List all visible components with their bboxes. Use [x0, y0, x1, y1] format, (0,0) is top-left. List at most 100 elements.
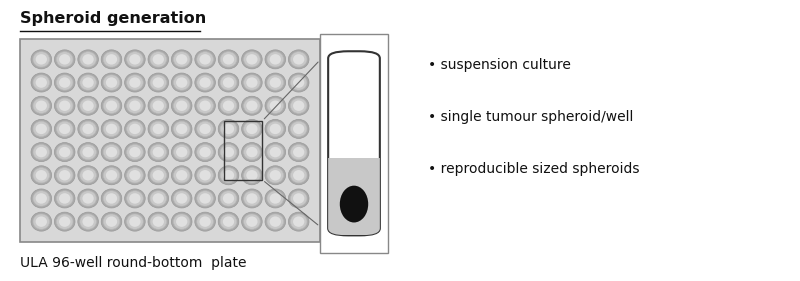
Ellipse shape — [130, 77, 141, 88]
Ellipse shape — [150, 121, 166, 137]
Ellipse shape — [293, 170, 304, 180]
Ellipse shape — [242, 96, 262, 115]
Ellipse shape — [57, 144, 73, 160]
Ellipse shape — [270, 77, 281, 88]
Ellipse shape — [148, 189, 169, 208]
Ellipse shape — [33, 52, 50, 67]
Ellipse shape — [130, 193, 141, 204]
Ellipse shape — [242, 189, 262, 208]
Ellipse shape — [218, 73, 238, 92]
Ellipse shape — [36, 193, 47, 204]
Ellipse shape — [102, 142, 122, 162]
Ellipse shape — [78, 119, 98, 139]
Ellipse shape — [293, 77, 304, 88]
Ellipse shape — [33, 214, 50, 229]
Ellipse shape — [82, 193, 94, 204]
Ellipse shape — [244, 191, 260, 206]
Ellipse shape — [33, 98, 50, 113]
Ellipse shape — [199, 193, 210, 204]
Text: • reproducible sized spheroids: • reproducible sized spheroids — [428, 162, 639, 176]
Ellipse shape — [176, 216, 187, 227]
Ellipse shape — [54, 96, 75, 115]
Ellipse shape — [218, 96, 238, 115]
Ellipse shape — [270, 170, 281, 180]
Ellipse shape — [290, 75, 307, 90]
Ellipse shape — [31, 96, 51, 115]
Ellipse shape — [267, 214, 283, 229]
Ellipse shape — [220, 75, 237, 90]
Ellipse shape — [290, 52, 307, 67]
Ellipse shape — [54, 142, 75, 162]
Ellipse shape — [125, 119, 145, 139]
Ellipse shape — [33, 144, 50, 160]
Ellipse shape — [106, 170, 117, 180]
Ellipse shape — [150, 144, 166, 160]
Ellipse shape — [174, 214, 190, 229]
Ellipse shape — [171, 189, 192, 208]
Ellipse shape — [220, 144, 237, 160]
Ellipse shape — [78, 189, 98, 208]
Ellipse shape — [78, 96, 98, 115]
Ellipse shape — [36, 54, 47, 65]
Ellipse shape — [80, 168, 96, 183]
Ellipse shape — [80, 214, 96, 229]
Ellipse shape — [242, 212, 262, 231]
Ellipse shape — [103, 52, 120, 67]
Ellipse shape — [153, 147, 164, 157]
Ellipse shape — [223, 147, 234, 157]
Ellipse shape — [54, 166, 75, 185]
Ellipse shape — [244, 121, 260, 137]
Ellipse shape — [59, 54, 70, 65]
Ellipse shape — [265, 73, 286, 92]
Ellipse shape — [174, 52, 190, 67]
Ellipse shape — [267, 75, 283, 90]
Ellipse shape — [130, 101, 141, 111]
Ellipse shape — [57, 168, 73, 183]
Ellipse shape — [174, 191, 190, 206]
Ellipse shape — [33, 168, 50, 183]
Ellipse shape — [270, 147, 281, 157]
Ellipse shape — [57, 98, 73, 113]
Ellipse shape — [218, 119, 238, 139]
Ellipse shape — [199, 147, 210, 157]
Ellipse shape — [244, 98, 260, 113]
Ellipse shape — [125, 142, 145, 162]
Ellipse shape — [218, 212, 238, 231]
Ellipse shape — [102, 189, 122, 208]
Ellipse shape — [265, 50, 286, 69]
Ellipse shape — [126, 144, 143, 160]
Ellipse shape — [36, 216, 47, 227]
Ellipse shape — [153, 77, 164, 88]
Ellipse shape — [126, 168, 143, 183]
Ellipse shape — [36, 77, 47, 88]
Ellipse shape — [197, 98, 214, 113]
Ellipse shape — [102, 96, 122, 115]
Ellipse shape — [223, 124, 234, 134]
Ellipse shape — [54, 212, 75, 231]
Ellipse shape — [126, 214, 143, 229]
Ellipse shape — [102, 73, 122, 92]
Ellipse shape — [153, 193, 164, 204]
Ellipse shape — [199, 54, 210, 65]
Ellipse shape — [289, 119, 309, 139]
Ellipse shape — [195, 50, 215, 69]
Ellipse shape — [267, 144, 283, 160]
Ellipse shape — [130, 124, 141, 134]
Ellipse shape — [246, 147, 258, 157]
Ellipse shape — [78, 166, 98, 185]
Ellipse shape — [33, 191, 50, 206]
Ellipse shape — [220, 214, 237, 229]
Ellipse shape — [103, 191, 120, 206]
Ellipse shape — [244, 75, 260, 90]
Ellipse shape — [223, 77, 234, 88]
Ellipse shape — [153, 54, 164, 65]
Ellipse shape — [265, 189, 286, 208]
Ellipse shape — [82, 170, 94, 180]
Ellipse shape — [103, 144, 120, 160]
Ellipse shape — [171, 166, 192, 185]
Ellipse shape — [59, 124, 70, 134]
Ellipse shape — [246, 193, 258, 204]
Ellipse shape — [33, 75, 50, 90]
Ellipse shape — [106, 101, 117, 111]
Ellipse shape — [106, 77, 117, 88]
